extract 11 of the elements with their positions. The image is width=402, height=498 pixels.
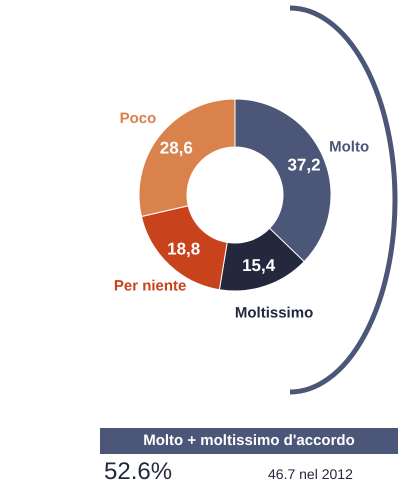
data-label: 28,6 <box>160 138 193 158</box>
data-label: 15,4 <box>242 256 276 276</box>
slice-label: Moltissimo <box>234 304 314 322</box>
text: Molto + moltissimo d'accordo <box>100 428 398 454</box>
data-label: 37,2 <box>287 156 321 175</box>
text: 46.7 nel 2012 <box>268 466 353 482</box>
slice-label: Per niente <box>114 277 186 294</box>
slice-label: Molto <box>329 138 370 156</box>
text: 52.6% <box>104 458 172 486</box>
slice-label: Poco <box>120 110 156 127</box>
data-label: 18,8 <box>167 240 200 259</box>
